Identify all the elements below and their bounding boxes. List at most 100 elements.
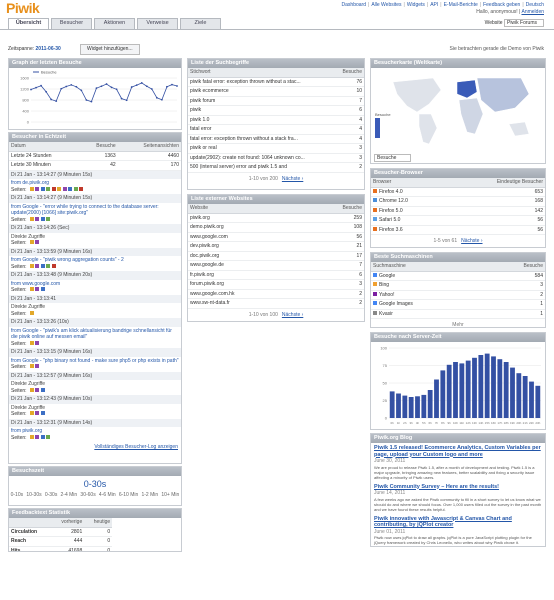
visit-header: Di 21 Jan - 13:12:57 (9 Minuten 16s) bbox=[9, 371, 181, 380]
top-link[interactable]: Feedback geben bbox=[483, 2, 521, 8]
metric-dropdown[interactable]: Besuche bbox=[374, 153, 412, 162]
next-link[interactable]: Nächste › bbox=[461, 238, 483, 244]
tab[interactable]: Aktionen bbox=[94, 18, 135, 29]
x-tick-label: 3h bbox=[409, 421, 413, 425]
visit-referrer: from piwik.org bbox=[11, 428, 43, 434]
point bbox=[176, 85, 178, 87]
page-icon bbox=[29, 387, 34, 392]
cell-value: 259 bbox=[306, 213, 364, 223]
duration-step: 1-2 Min bbox=[141, 492, 159, 498]
cell-text: 2 bbox=[540, 291, 543, 298]
demo-notice: Sie betrachten gerade die Demo von Piwik bbox=[449, 46, 545, 52]
visit-header: Di 21 Jan - 13:13:15 (9 Minuten 16s) bbox=[9, 348, 181, 357]
next-link[interactable]: Nächste › bbox=[281, 175, 304, 182]
widget-title: Liste der Suchbegriffe bbox=[188, 59, 364, 68]
cell-value: 6 bbox=[334, 105, 364, 116]
cell-text: 584 bbox=[534, 272, 543, 279]
bar bbox=[408, 397, 414, 418]
page-icon bbox=[40, 411, 45, 415]
post-title[interactable]: Piwik Community Survey – Here are the re… bbox=[374, 483, 500, 490]
cell-text: 2 bbox=[359, 164, 362, 170]
point bbox=[105, 83, 108, 85]
x-tick-label: 7h bbox=[435, 421, 439, 425]
login[interactable]: Anmelden bbox=[521, 9, 544, 15]
top-link[interactable]: Widgets bbox=[406, 2, 425, 8]
point bbox=[100, 85, 103, 88]
point bbox=[150, 88, 153, 90]
post-date: June 01, 2011 bbox=[374, 528, 406, 535]
continent bbox=[456, 79, 478, 99]
visit-body: from Google - "piwik wrong aggregation c… bbox=[9, 256, 181, 271]
cell-value: 4 bbox=[334, 134, 364, 144]
x-tick-label: 16h bbox=[491, 421, 496, 425]
top-link[interactable]: Deutsch bbox=[525, 2, 544, 8]
visit-time: Di 21 Jan - 13:12:43 (9 Minuten 10s) bbox=[11, 396, 93, 402]
row-icon bbox=[373, 188, 377, 193]
pagination: 1-5 von 61 Nächste › bbox=[371, 235, 545, 247]
cell-label: Circulation bbox=[9, 527, 51, 537]
cell-text: www.google.de bbox=[190, 262, 224, 268]
visit-header: Di 21 Jan - 13:13:48 (9 Minuten 20s) bbox=[9, 271, 181, 280]
bar bbox=[497, 359, 503, 418]
table-row: piwik.org 259 bbox=[188, 213, 364, 223]
cell-value: 653 bbox=[447, 187, 545, 197]
period-value[interactable]: 2011-06-30 bbox=[35, 46, 61, 52]
post-title[interactable]: Piwik innovative with Javascript & Canva… bbox=[374, 515, 512, 529]
visitor-log-link[interactable]: Vollständiges Besucher-Log anzeigen bbox=[94, 444, 178, 450]
cell-label: www.google.de bbox=[188, 260, 307, 271]
page-icon bbox=[62, 186, 67, 191]
post-title[interactable]: Piwik 1.5 released! Ecommerce Analytics,… bbox=[374, 445, 541, 458]
cell-value: 2 bbox=[484, 290, 545, 300]
y-tick-label: 25 bbox=[383, 398, 388, 403]
bar bbox=[510, 367, 515, 418]
visit-header: Di 21 Jan - 13:14:27 (9 Minuten 15s) bbox=[9, 194, 181, 203]
page-icon bbox=[68, 186, 73, 191]
table-row: Reach 444 0 bbox=[9, 536, 113, 547]
top-link[interactable]: API bbox=[430, 2, 439, 8]
tab[interactable]: Besucher bbox=[51, 18, 92, 29]
top-link[interactable]: E-Mail-Berichte bbox=[443, 2, 478, 8]
logo[interactable]: Piwik bbox=[6, 0, 40, 16]
table-row: Yahoo! 2 bbox=[371, 290, 545, 300]
top-link[interactable]: Dashboard bbox=[341, 2, 366, 8]
page-icon bbox=[40, 216, 45, 221]
visit-body: Direkte Zugriffe Seiten: bbox=[9, 404, 181, 419]
cell-text: piwik or real bbox=[190, 145, 217, 151]
duration-step: 10-30s bbox=[26, 492, 42, 498]
post-date: June 30, 2011 bbox=[374, 458, 406, 464]
table-row: Safari 5.0 56 bbox=[371, 215, 545, 226]
next-link[interactable]: Nächste › bbox=[281, 311, 304, 318]
bar bbox=[415, 396, 420, 418]
greeting: Hallo, anonymous! bbox=[476, 9, 518, 15]
tab[interactable]: Verweise bbox=[137, 18, 178, 29]
visit-pages: Seiten: bbox=[11, 287, 179, 294]
table-row: piwik or real 3 bbox=[188, 143, 364, 154]
more-link[interactable]: Mehr bbox=[452, 322, 464, 328]
cell-text: www.google.com bbox=[190, 233, 228, 240]
cell-text: 4 bbox=[359, 135, 362, 142]
cell-text: update(2902): create not found: 1064 unk… bbox=[190, 154, 305, 161]
table-row: update(2902): create not found: 1064 unk… bbox=[188, 153, 364, 163]
top-link[interactable]: Alle Websites bbox=[371, 2, 402, 8]
table-row: Letzte 30 Minuten 42 170 bbox=[9, 160, 181, 171]
separator: | bbox=[426, 2, 429, 8]
cell-value: 6 bbox=[306, 270, 364, 280]
cell-value: 444 bbox=[50, 536, 85, 547]
bar bbox=[465, 360, 471, 418]
continent bbox=[418, 113, 438, 145]
tab[interactable]: Ziele bbox=[180, 18, 221, 29]
point bbox=[45, 90, 48, 93]
table-row: www.google.de 7 bbox=[188, 260, 364, 271]
post-date: June 14, 2011 bbox=[374, 490, 406, 496]
page-icon bbox=[35, 287, 40, 291]
visit-header: Di 21 Jan - 13:12:31 (9 Minuten 14s) bbox=[9, 418, 181, 427]
add-widget[interactable]: Widget hinzufügen... bbox=[80, 44, 140, 55]
visit-body: from piwik.org Seiten: bbox=[9, 427, 181, 442]
site-dropdown[interactable]: Piwik Forums bbox=[503, 19, 544, 27]
tab[interactable]: Übersicht bbox=[8, 18, 49, 29]
bar bbox=[484, 353, 490, 418]
cell-text: 7 bbox=[359, 262, 362, 268]
pagination-range: 1-10 von 200 bbox=[248, 175, 278, 182]
page-icon bbox=[29, 411, 34, 415]
